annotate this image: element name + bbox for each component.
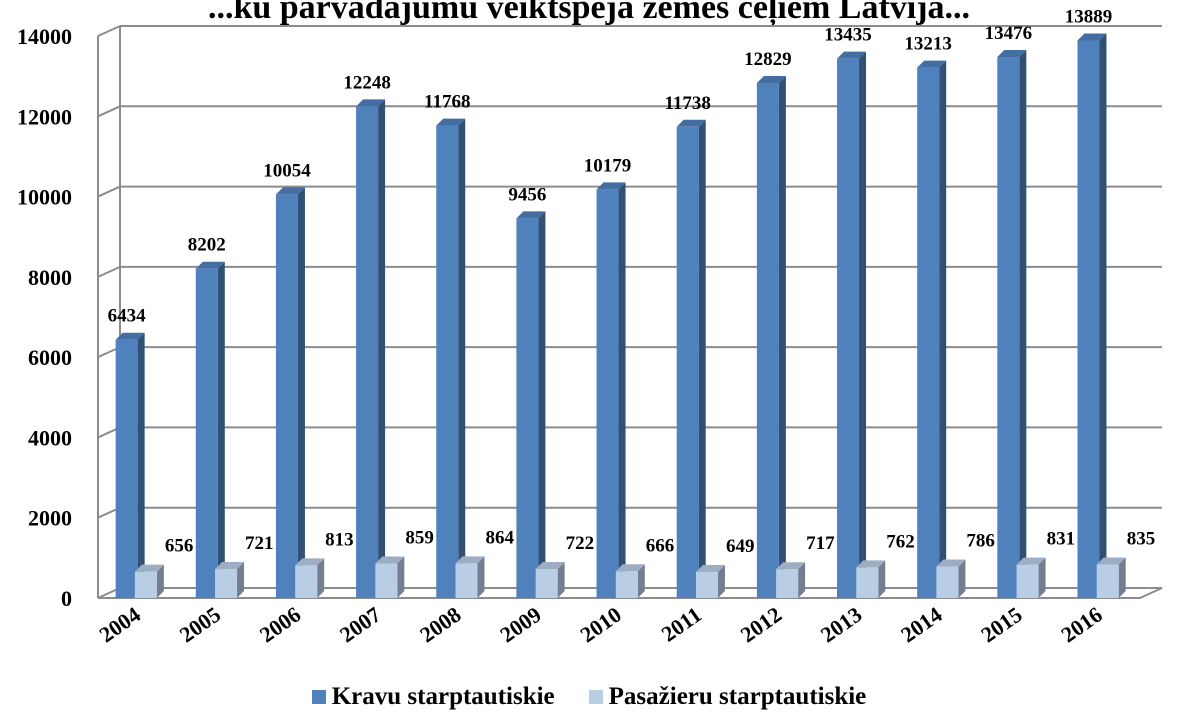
x-tick-label: 2014 xyxy=(896,602,946,648)
legend-label-pasazieru: Pasažieru starptautiskie xyxy=(608,683,867,710)
data-label: 12248 xyxy=(343,72,391,93)
y-tick-label: 6000 xyxy=(28,345,72,370)
legend-swatch-kravu xyxy=(311,690,326,704)
y-tick-label: 2000 xyxy=(28,506,72,531)
legend: Kravu starptautiskie Pasažieru starptaut… xyxy=(0,680,1178,714)
data-label: 666 xyxy=(646,535,675,556)
y-tick-label: 10000 xyxy=(17,185,72,210)
bar-pasazieru xyxy=(215,562,245,598)
bar-pasazieru xyxy=(295,558,325,598)
bar-kravu xyxy=(115,332,145,598)
gridline-side xyxy=(97,265,121,278)
bar-pasazieru xyxy=(455,556,485,598)
x-tick-label: 2012 xyxy=(736,602,786,648)
data-label: 13213 xyxy=(904,34,952,55)
gridline-side xyxy=(97,25,121,37)
bar-pasazieru xyxy=(535,562,565,598)
bar-kravu xyxy=(997,50,1027,599)
bar-kravu xyxy=(1077,33,1107,598)
bar-kravu xyxy=(195,261,225,598)
x-tick-label: 2008 xyxy=(415,602,465,648)
data-label: 859 xyxy=(405,528,434,549)
data-label: 8202 xyxy=(188,235,226,256)
x-tick-label: 2015 xyxy=(976,602,1026,648)
y-tick-label: 0 xyxy=(61,586,72,611)
y-axis: 0 2000 4000 6000 8000 10000 12000 14000 xyxy=(17,24,72,611)
bar-pasazieru xyxy=(1016,557,1046,598)
data-label: 831 xyxy=(1047,529,1076,550)
bar-kravu xyxy=(356,99,386,598)
data-label: 10179 xyxy=(584,155,632,176)
x-tick-label: 2005 xyxy=(175,602,225,648)
bar-pasazieru xyxy=(615,564,645,598)
x-tick-label: 2007 xyxy=(335,602,385,648)
data-label: 722 xyxy=(566,533,595,554)
bar-pasazieru xyxy=(695,564,725,598)
y-tick-label: 4000 xyxy=(28,425,72,450)
y-tick-label: 14000 xyxy=(17,24,72,49)
data-label: 835 xyxy=(1127,528,1156,549)
x-tick-label: 2011 xyxy=(657,602,706,647)
data-label: 721 xyxy=(245,533,273,554)
data-label: 813 xyxy=(325,529,354,550)
data-label: 864 xyxy=(485,527,514,548)
legend-item-pasazieru: Pasažieru starptautiskie xyxy=(588,683,867,711)
bar-kravu xyxy=(596,182,626,598)
data-label: 762 xyxy=(886,531,915,552)
bar-pasazieru xyxy=(776,562,806,598)
legend-item-kravu: Kravu starptautiskie xyxy=(311,683,555,711)
bar-pasazieru xyxy=(856,560,886,598)
bars: 6434 8202 10054 12248 11768 9456 10179 11738 128… xyxy=(108,6,1156,599)
data-label: 717 xyxy=(806,533,835,554)
gridline-side xyxy=(97,185,121,198)
bar-kravu xyxy=(917,60,947,599)
data-label: 9456 xyxy=(508,184,546,205)
bar-kravu xyxy=(756,76,786,599)
y-tick-label: 12000 xyxy=(17,104,72,129)
data-label: 11768 xyxy=(424,92,470,113)
x-tick-label: 2010 xyxy=(575,602,625,648)
bar-kravu xyxy=(676,119,706,598)
bar-pasazieru xyxy=(936,559,966,598)
data-label: 656 xyxy=(165,536,194,557)
x-tick-label: 2016 xyxy=(1056,602,1106,648)
data-label: 649 xyxy=(726,536,755,557)
bar-pasazieru xyxy=(134,564,164,598)
data-label: 13435 xyxy=(824,25,872,46)
data-label: 13476 xyxy=(985,23,1033,44)
data-label: 6434 xyxy=(108,306,147,327)
data-label: 10054 xyxy=(263,160,311,181)
chart-title: ...ku pārvadājumu veiktspēja zemes ceļie… xyxy=(208,0,970,27)
legend-label-kravu: Kravu starptautiskie xyxy=(331,683,555,710)
x-axis: 2004 2005 2006 2007 2008 2009 2010 2011 2012 2013… xyxy=(95,602,1107,648)
x-tick-label: 2013 xyxy=(816,602,866,648)
bar-pasazieru xyxy=(375,556,405,598)
bar-kravu xyxy=(436,118,466,599)
bar-pasazieru xyxy=(1096,557,1126,598)
data-label: 12829 xyxy=(744,49,792,70)
x-tick-label: 2006 xyxy=(255,602,305,648)
gridline-side xyxy=(97,105,121,118)
data-label: 786 xyxy=(966,530,995,551)
data-label: 11738 xyxy=(664,93,710,114)
bar-kravu xyxy=(837,51,867,598)
x-tick-label: 2004 xyxy=(95,602,145,648)
x-tick-label: 2009 xyxy=(495,602,545,648)
y-tick-label: 8000 xyxy=(28,265,72,290)
legend-swatch-pasazieru xyxy=(588,690,603,704)
bar-kravu xyxy=(516,211,546,598)
bar-kravu xyxy=(275,187,305,598)
data-label: 13889 xyxy=(1065,6,1113,27)
